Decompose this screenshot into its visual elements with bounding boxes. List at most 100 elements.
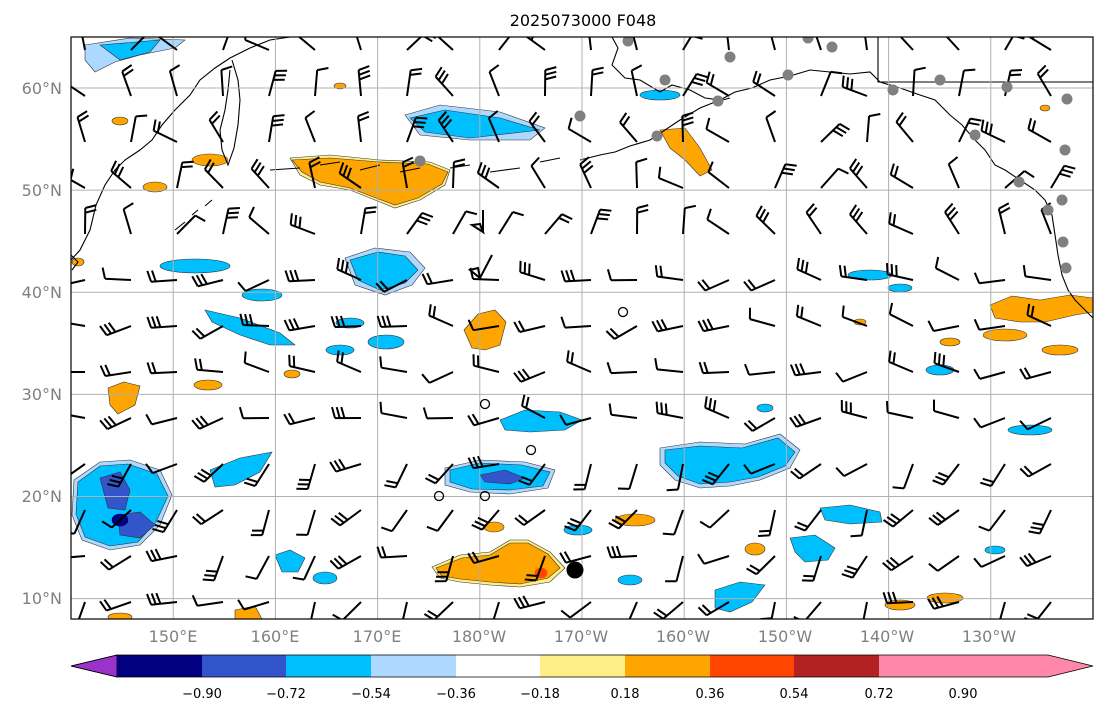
wind-barb — [1019, 367, 1052, 380]
wind-barb — [498, 211, 524, 235]
calm-wind-marker — [479, 490, 491, 502]
wind-barb — [559, 551, 592, 564]
wind-barb — [608, 403, 638, 419]
wind-barb — [422, 407, 454, 420]
lon-label: 180°W — [452, 627, 507, 646]
wind-barb — [76, 110, 90, 143]
wind-barb — [697, 553, 730, 565]
wind-barb — [357, 65, 371, 97]
calm-wind-marker — [433, 490, 445, 502]
wind-barb — [220, 65, 233, 97]
wind-barb — [130, 114, 148, 143]
wind-barb — [980, 463, 1006, 487]
anomaly-region — [639, 89, 681, 101]
wind-barb — [1004, 37, 1025, 51]
wind-barb — [283, 318, 316, 332]
wind-barb — [243, 351, 270, 373]
wind-barb — [476, 161, 500, 189]
japan-coastline — [71, 254, 79, 271]
lat-label: 40°N — [22, 283, 62, 302]
wind-barb — [559, 414, 592, 426]
wind-barb — [284, 269, 316, 283]
wind-barb — [655, 401, 684, 419]
station-marker — [887, 84, 899, 96]
wind-barb — [743, 417, 776, 432]
wind-barb — [519, 260, 546, 281]
wind-barb — [513, 368, 546, 383]
wind-barb — [590, 66, 604, 97]
wind-barb — [760, 601, 776, 619]
wind-barb — [927, 596, 960, 610]
wind-barb — [101, 267, 132, 281]
wind-barb — [248, 206, 270, 235]
wind-barb — [204, 158, 224, 189]
wind-barb — [682, 204, 697, 235]
wind-barb — [336, 350, 362, 373]
wind-barb — [525, 37, 546, 51]
anomaly-region — [111, 116, 129, 126]
wind-barb — [71, 85, 86, 97]
wind-barb — [606, 545, 638, 559]
anomaly-region — [435, 542, 561, 585]
wind-barb — [932, 463, 960, 486]
wind-barb — [71, 509, 86, 535]
calm-wind-markers — [433, 306, 629, 502]
wind-barb — [973, 318, 1006, 331]
wind-barb — [71, 463, 86, 476]
station-marker — [782, 69, 794, 81]
wind-barb — [682, 72, 708, 97]
wind-barb — [250, 158, 270, 189]
wind-barb — [521, 394, 546, 419]
anomaly-region — [312, 571, 338, 585]
colorbar-segment — [794, 655, 879, 677]
wind-barb — [743, 279, 776, 292]
wind-barb — [841, 555, 868, 579]
wind-barb — [379, 356, 408, 373]
wind-barb — [944, 202, 960, 235]
wind-barb — [268, 69, 288, 97]
wind-barb — [705, 71, 730, 97]
north-america-west-coast — [1044, 199, 1093, 319]
lon-label: 170°E — [353, 627, 402, 646]
lon-label: 150°W — [758, 627, 813, 646]
wind-barb — [222, 37, 229, 51]
wind-barb — [774, 163, 797, 189]
station-marker — [934, 74, 946, 86]
wind-barb — [406, 116, 428, 143]
colorbar-segment — [286, 655, 371, 677]
wind-barb — [973, 555, 1006, 568]
wind-barb — [654, 358, 684, 373]
wind-barb — [101, 509, 132, 529]
lon-label: 170°W — [554, 627, 609, 646]
anomaly-region — [159, 258, 231, 274]
wind-barb — [330, 509, 362, 527]
colorbar-segment — [540, 655, 625, 677]
anomaly-region — [325, 344, 355, 356]
wind-barb — [743, 463, 776, 475]
wind-barb — [471, 509, 500, 531]
wind-barb — [191, 415, 224, 430]
wind-barb — [237, 599, 270, 611]
canada-border — [877, 37, 1093, 83]
wind-barb — [820, 70, 843, 97]
wind-barb — [636, 204, 649, 235]
lat-label: 10°N — [22, 589, 62, 608]
wind-barb — [849, 204, 868, 235]
kuril-islands — [174, 199, 213, 231]
wind-barb — [99, 322, 132, 337]
wind-barb — [999, 601, 1006, 619]
station-marker — [826, 41, 838, 53]
station-marker — [1057, 236, 1069, 248]
wind-barb — [928, 509, 960, 526]
wind-barb — [379, 401, 408, 419]
wind-barb — [530, 156, 546, 189]
wind-barb — [426, 509, 454, 532]
wind-barb — [630, 64, 643, 97]
wind-barb — [933, 399, 960, 419]
wind-barb — [191, 273, 224, 288]
colorbar-tick-label: 0.90 — [949, 687, 978, 702]
lon-label: 160°E — [251, 627, 300, 646]
calm-wind-marker — [525, 444, 537, 456]
wind-barb — [840, 399, 868, 419]
wind-barb — [704, 396, 730, 419]
